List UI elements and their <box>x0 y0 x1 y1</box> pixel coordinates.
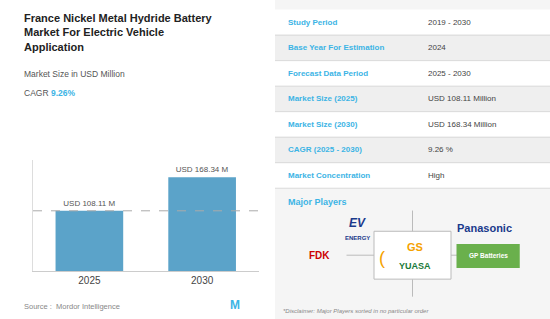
svg-text:Market Concentration: Market Concentration <box>288 171 370 180</box>
svg-text:2024: 2024 <box>428 43 446 52</box>
svg-text:High: High <box>428 171 444 180</box>
svg-text:M: M <box>230 298 240 312</box>
svg-text:GP Batteries: GP Batteries <box>469 252 508 259</box>
svg-text:2025: 2025 <box>78 275 101 286</box>
svg-text:EV: EV <box>349 216 366 230</box>
svg-text:2030: 2030 <box>191 275 214 286</box>
svg-text:USD 168.34 Million: USD 168.34 Million <box>428 120 496 129</box>
svg-text:France Nickel Metal Hydride Ba: France Nickel Metal Hydride BatteryMarke… <box>24 12 213 53</box>
svg-text:GS: GS <box>407 241 423 253</box>
svg-text:ENERGY: ENERGY <box>345 235 370 241</box>
svg-text:(: ( <box>379 248 385 268</box>
svg-text:Source : Mordor Intelligence: Source : Mordor Intelligence <box>24 302 120 311</box>
svg-text:USD 108.11 M: USD 108.11 M <box>63 199 115 208</box>
svg-text:Market Size (2030): Market Size (2030) <box>288 120 358 129</box>
svg-text:CAGR (2025 - 2030): CAGR (2025 - 2030) <box>288 145 362 154</box>
svg-text:Base Year For Estimation: Base Year For Estimation <box>288 43 384 52</box>
svg-text:YUASA: YUASA <box>399 261 431 271</box>
svg-text:2025 - 2030: 2025 - 2030 <box>428 69 471 78</box>
svg-text:Study Period: Study Period <box>288 18 337 27</box>
svg-text:*Disclaimer: Major Players sor: *Disclaimer: Major Players sorted in no … <box>283 308 429 314</box>
svg-text:Market Size in USD Million: Market Size in USD Million <box>24 69 125 79</box>
svg-text:2019 - 2030: 2019 - 2030 <box>428 18 471 27</box>
svg-text:USD 168.34 M: USD 168.34 M <box>176 165 229 174</box>
svg-text:USD 108.11 Million: USD 108.11 Million <box>428 94 496 103</box>
svg-text:CAGR 9.26%: CAGR 9.26% <box>24 88 75 98</box>
svg-text:FDK: FDK <box>309 250 330 261</box>
svg-text:Major Players: Major Players <box>288 197 347 207</box>
svg-text:Panasonic: Panasonic <box>457 222 512 234</box>
svg-text:9.26 %: 9.26 % <box>428 145 453 154</box>
svg-text:Forecast Data Period: Forecast Data Period <box>288 69 368 78</box>
svg-text:Market Size (2025): Market Size (2025) <box>288 94 358 103</box>
